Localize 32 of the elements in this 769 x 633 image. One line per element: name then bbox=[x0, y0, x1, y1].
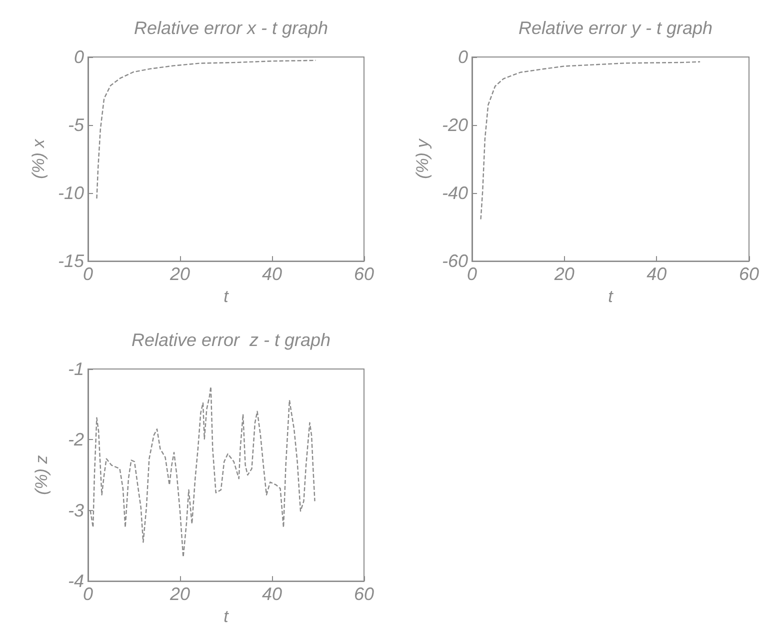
y-tick-label: -3 bbox=[68, 500, 84, 520]
y-axis-title: (%) z bbox=[32, 454, 51, 495]
x-tick-label: 40 bbox=[262, 264, 282, 284]
x-tick-label: 20 bbox=[168, 584, 190, 604]
x-tick-label: 20 bbox=[553, 264, 574, 284]
chart-title: Relative error y - t graph bbox=[518, 18, 713, 38]
y-tick-label: -2 bbox=[68, 430, 84, 450]
x-tick-label: 60 bbox=[354, 264, 374, 284]
y-tick-label: -60 bbox=[442, 251, 468, 272]
x-tick-label: 20 bbox=[168, 264, 190, 284]
y-tick-label: 0 bbox=[458, 47, 468, 67]
y-tick-label: -4 bbox=[68, 571, 84, 592]
y-tick-label: -10 bbox=[58, 183, 84, 204]
x-tick-label: 40 bbox=[646, 264, 667, 284]
line-series bbox=[480, 61, 701, 220]
chart-title: Relative error z - t graph bbox=[131, 330, 331, 350]
x-axis-title: t bbox=[608, 287, 614, 306]
y-tick-label: -15 bbox=[58, 251, 85, 272]
chart-title: Relative error x - t graph bbox=[134, 18, 328, 38]
y-tick-label: 0 bbox=[74, 47, 84, 67]
y-tick-label: -1 bbox=[68, 359, 84, 379]
y-tick-label: -40 bbox=[442, 183, 468, 204]
line-series bbox=[96, 60, 316, 200]
x-tick-label: 60 bbox=[354, 584, 374, 604]
y-tick-label: -20 bbox=[442, 115, 468, 136]
x-axis-title: t bbox=[224, 287, 230, 306]
y-axis-title: (%) y bbox=[413, 138, 432, 179]
x-tick-label: 40 bbox=[262, 584, 282, 604]
x-tick-label: 60 bbox=[738, 264, 760, 284]
y-axis-title: (%) x bbox=[29, 138, 48, 179]
y-tick-label: -5 bbox=[68, 115, 85, 136]
x-axis-title: t bbox=[224, 607, 230, 626]
